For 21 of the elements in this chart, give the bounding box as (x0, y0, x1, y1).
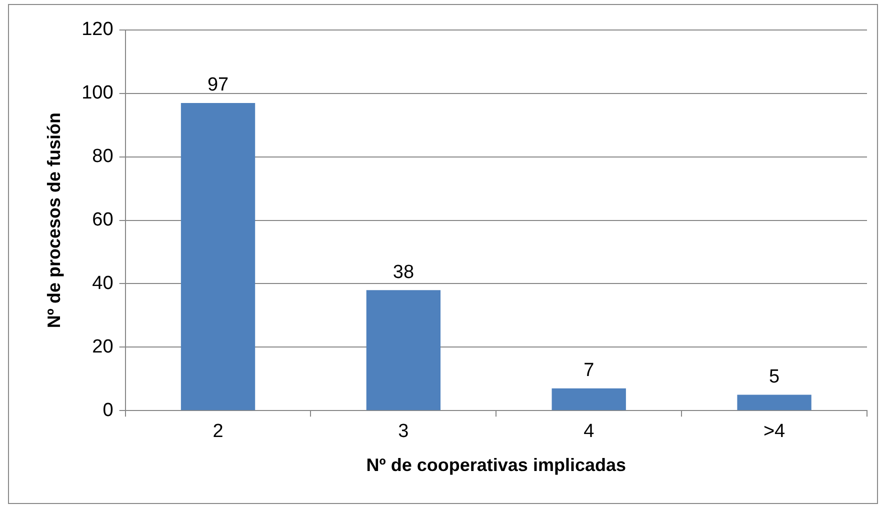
y-tick-label: 0 (102, 400, 114, 421)
x-tick-label: 2 (212, 421, 224, 442)
x-axis-title: Nº de cooperativas implicadas (366, 455, 626, 476)
data-label: 97 (207, 74, 229, 96)
x-tick-label: 3 (398, 421, 409, 442)
bar (366, 290, 441, 410)
data-label: 7 (584, 360, 594, 382)
bar (552, 388, 626, 410)
y-tick-label: 120 (82, 19, 114, 40)
x-tick-label: >4 (763, 421, 786, 442)
y-axis-title: Nº de procesos de fusión (44, 112, 64, 328)
y-tick-label: 80 (92, 146, 114, 168)
data-label: 38 (392, 262, 414, 283)
y-tick-label: 100 (82, 82, 114, 104)
x-tick-label: 4 (584, 421, 595, 442)
y-tick-label: 20 (92, 336, 114, 358)
y-tick-label: 60 (92, 210, 114, 231)
bar (180, 102, 256, 410)
y-tick-label: 40 (92, 272, 114, 294)
bar (737, 394, 812, 410)
data-label: 5 (769, 366, 780, 388)
